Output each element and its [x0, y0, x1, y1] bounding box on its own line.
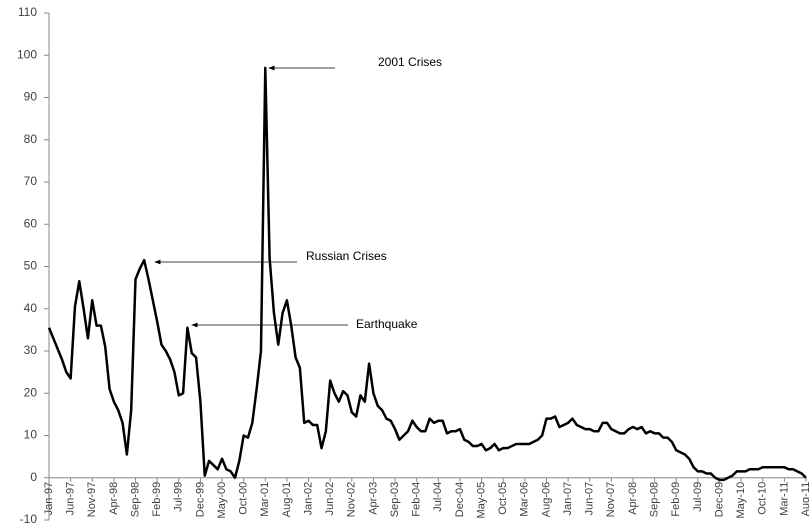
x-tick-label: Nov-97 [86, 482, 98, 517]
x-tick-label: Jun-07 [584, 482, 596, 516]
x-tick-label: Jan-02 [302, 482, 314, 516]
x-tick-label: Jul-99 [173, 482, 185, 512]
x-tick-label: Apr-03 [367, 482, 379, 515]
x-tick-label: Jan-97 [43, 482, 55, 516]
x-tick-label: Nov-02 [346, 482, 358, 517]
x-tick-label: Jun-97 [65, 482, 77, 516]
x-tick-label: Sep-03 [389, 482, 401, 517]
y-tick-label: 100 [17, 47, 37, 61]
x-tick-label: Sep-08 [649, 482, 661, 517]
y-tick-label: 60 [24, 216, 38, 230]
x-tick-label: Apr-08 [627, 482, 639, 515]
x-tick-label: Mar-01 [259, 482, 271, 517]
x-tick-label: Jul-04 [432, 482, 444, 512]
x-tick-label: Dec-04 [454, 482, 466, 517]
y-tick-label: 20 [24, 385, 38, 399]
y-tick-label: 80 [24, 132, 38, 146]
data-line [47, 66, 807, 482]
y-tick-label: 30 [24, 343, 38, 357]
x-tick-label: Sep-98 [129, 482, 141, 517]
x-tick-label: May-10 [735, 482, 747, 519]
x-tick-label: Aug-06 [540, 482, 552, 517]
annotation: Earthquake [356, 317, 418, 331]
x-tick-label: May-05 [475, 482, 487, 519]
x-tick-label: Oct-10 [757, 482, 769, 515]
x-tick-label: Feb-04 [411, 482, 423, 517]
x-tick-label: Dec-99 [194, 482, 206, 517]
x-tick-label: Nov-07 [605, 482, 617, 517]
y-tick-label: -10 [20, 512, 38, 526]
x-tick-label: Aug-11 [800, 482, 809, 517]
x-tick-label: Dec-09 [713, 482, 725, 517]
y-tick-label: 0 [30, 470, 37, 484]
y-tick-label: 40 [24, 301, 38, 315]
x-tick-label: Apr-98 [108, 482, 120, 515]
x-tick-label: Mar-06 [519, 482, 531, 517]
x-tick-label: Feb-09 [670, 482, 682, 517]
annotation: Russian Crises [306, 249, 387, 263]
x-tick-label: Jul-09 [692, 482, 704, 512]
x-tick-label: Jan-07 [562, 482, 574, 516]
y-tick-label: 10 [24, 428, 38, 442]
x-tick-label: Jun-02 [324, 482, 336, 516]
x-tick-label: Oct-05 [497, 482, 509, 515]
annotation: 2001 Crises [378, 55, 442, 69]
y-tick-label: 90 [24, 90, 38, 104]
x-tick-label: Mar-11 [778, 482, 790, 516]
y-tick-label: 110 [18, 5, 37, 19]
x-tick-label: Feb-99 [151, 482, 163, 517]
x-tick-label: Aug-01 [281, 482, 293, 517]
y-tick-label: 70 [24, 174, 38, 188]
y-tick-label: 50 [24, 259, 38, 273]
x-tick-label: May-00 [216, 482, 228, 519]
x-tick-label: Oct-00 [238, 482, 250, 515]
